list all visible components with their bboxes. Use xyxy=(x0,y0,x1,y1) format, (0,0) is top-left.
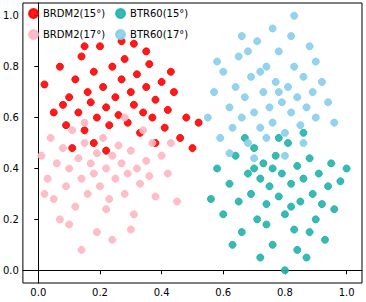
svg-text:0.2: 0.2 xyxy=(92,287,108,298)
svg-text:0.6: 0.6 xyxy=(3,112,19,123)
svg-text:BRDM2(15°): BRDM2(15°) xyxy=(43,8,105,19)
svg-text:0.0: 0.0 xyxy=(3,265,19,276)
svg-text:BRDM2(17°): BRDM2(17°) xyxy=(43,29,105,40)
svg-text:0.0: 0.0 xyxy=(30,287,46,298)
svg-text:0.6: 0.6 xyxy=(215,287,231,298)
svg-text:1.0: 1.0 xyxy=(3,10,19,21)
svg-text:BTR60(15°): BTR60(15°) xyxy=(130,8,188,19)
svg-text:1.0: 1.0 xyxy=(339,287,355,298)
svg-text:BTR60(17°): BTR60(17°) xyxy=(130,29,188,40)
svg-text:0.8: 0.8 xyxy=(277,287,293,298)
svg-text:0.2: 0.2 xyxy=(3,214,19,225)
svg-text:0.4: 0.4 xyxy=(154,287,170,298)
svg-text:0.8: 0.8 xyxy=(3,61,19,72)
svg-text:0.4: 0.4 xyxy=(3,163,19,174)
